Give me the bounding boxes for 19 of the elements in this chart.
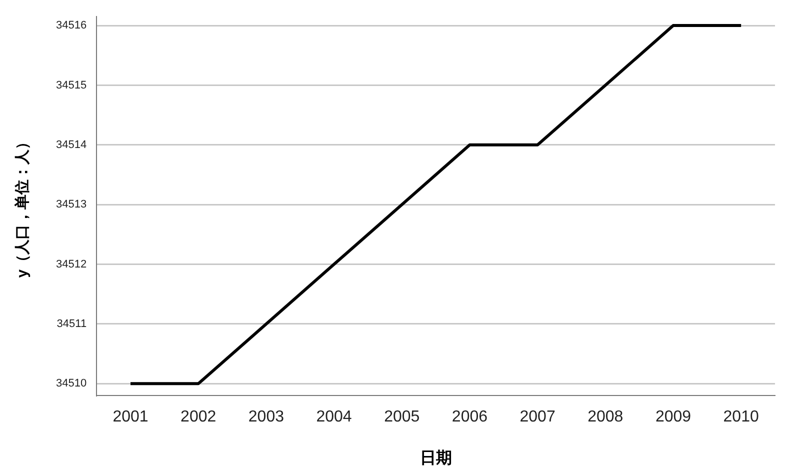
y-tick-label: 34516 <box>56 20 87 32</box>
x-tick-label: 2001 <box>112 408 148 426</box>
x-tick-label: 2004 <box>316 408 352 426</box>
x-tick-label: 2002 <box>180 408 216 426</box>
x-tick-label: 2003 <box>248 408 284 426</box>
y-tick-label: 34514 <box>56 138 87 151</box>
x-axis-title: 日期 <box>420 448 452 467</box>
y-axis-title: y（人口，单位：人） <box>14 134 32 278</box>
y-tick-label: 34513 <box>56 198 87 211</box>
y-tick-label: 34511 <box>56 318 87 330</box>
x-tick-label: 2009 <box>655 408 692 426</box>
x-tick-label: 2010 <box>723 408 759 426</box>
y-tick-label: 34510 <box>56 378 87 390</box>
y-tick-label: 34515 <box>56 79 87 92</box>
x-tick-label: 2005 <box>384 408 420 426</box>
x-tick-label: 2008 <box>588 408 624 426</box>
y-tick-label: 34512 <box>56 258 87 270</box>
x-tick-label: 2007 <box>520 408 556 426</box>
x-tick-label: 2006 <box>452 408 488 426</box>
